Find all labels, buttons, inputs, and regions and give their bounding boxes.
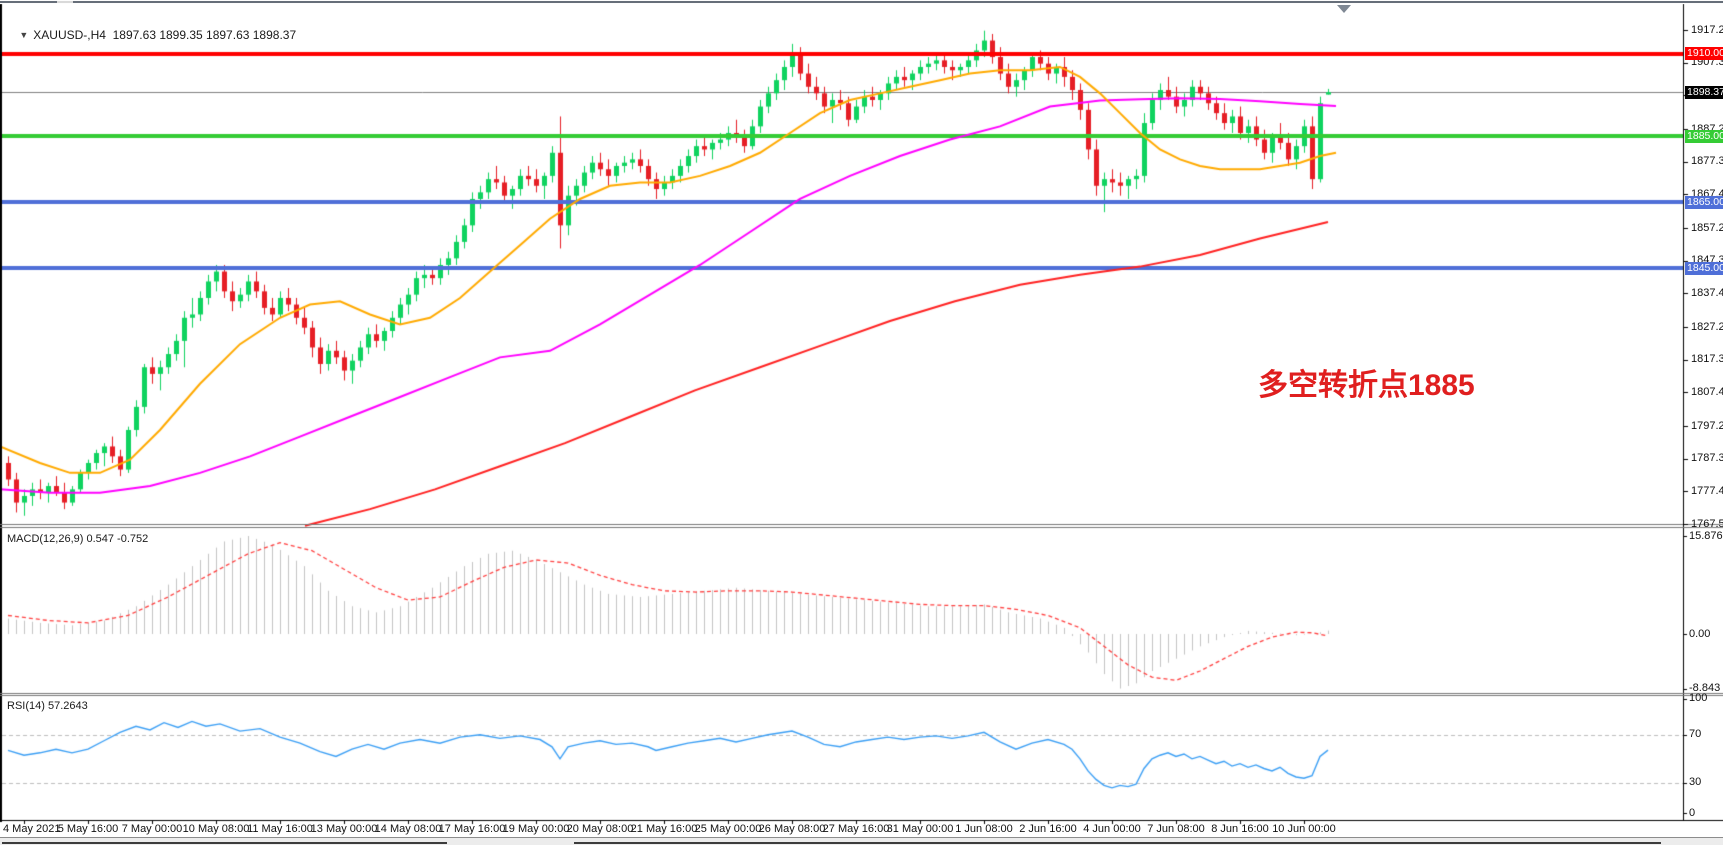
- date-label: 17 May 16:00: [438, 823, 506, 835]
- indicator-tick-label: 70: [1689, 728, 1702, 741]
- price-badge-support2: 1845.00: [1685, 261, 1723, 275]
- indicator-tick-label: 0.00: [1689, 627, 1711, 640]
- date-label: 2 Jun 16:00: [1019, 823, 1077, 835]
- price-tick-label: 1797.20: [1691, 419, 1723, 432]
- price-badge-support1: 1865.00: [1685, 195, 1723, 209]
- price-tick-label: 1807.40: [1691, 385, 1723, 398]
- date-label: 4 Jun 00:00: [1083, 823, 1141, 835]
- date-label: 31 May 00:00: [886, 823, 954, 835]
- price-tick-label: 1877.30: [1691, 155, 1723, 168]
- window-top-edge: [0, 0, 1723, 4]
- price-badge-pivot: 1885.00: [1685, 129, 1723, 143]
- date-label: 11 May 16:00: [247, 823, 313, 835]
- bottom-strip-line: [2, 842, 447, 844]
- price-tick-label: 1857.20: [1691, 221, 1723, 234]
- date-label: 8 Jun 16:00: [1211, 823, 1269, 835]
- indicator-tick-label: 100: [1689, 692, 1708, 704]
- date-label: 7 Jun 08:00: [1147, 823, 1205, 835]
- rsi-indicator-label: RSI(14) 57.2643: [7, 700, 88, 712]
- date-label: 7 May 00:00: [121, 823, 183, 835]
- top-edge-line: [0, 1, 1723, 3]
- bottom-strip-line: [574, 842, 1661, 844]
- date-label: 10 May 08:00: [182, 823, 250, 835]
- indicator-tick-label: 0: [1689, 806, 1696, 819]
- indicator-tick-label: 30: [1689, 776, 1702, 789]
- chevron-down-icon[interactable]: ▼: [19, 30, 29, 40]
- indicator-tick-label: -8.843: [1689, 682, 1721, 695]
- price-tick-label: 1817.30: [1691, 353, 1723, 366]
- date-label: 19 May 00:00: [502, 823, 570, 835]
- price-tick-label: 1787.30: [1691, 452, 1723, 465]
- date-label: 27 May 16:00: [822, 823, 890, 835]
- indicator-tick-label: 15.876: [1689, 529, 1723, 542]
- bottom-status-strip: [0, 837, 1723, 845]
- date-label: 25 May 00:00: [694, 823, 762, 835]
- date-label: 20 May 08:00: [566, 823, 634, 835]
- price-tick-label: 1767.50: [1691, 517, 1723, 530]
- price-tick-label: 1827.20: [1691, 320, 1723, 333]
- annotation-text: 多空转折点1885: [1258, 369, 1475, 402]
- date-label: 4 May 2021: [3, 823, 61, 835]
- date-label: 14 May 08:00: [374, 823, 442, 835]
- price-badge-current: 1898.37: [1685, 85, 1723, 99]
- price-tick-label: 1777.40: [1691, 484, 1723, 497]
- symbol-ohlc-text: XAUUSD-,H4 1897.63 1899.35 1897.63 1898.…: [33, 28, 297, 42]
- date-label: 26 May 08:00: [758, 823, 826, 835]
- macd-indicator-label: MACD(12,26,9) 0.547 -0.752: [7, 533, 149, 545]
- date-label: 1 Jun 08:00: [955, 823, 1013, 835]
- pane-divider-grip[interactable]: [57, 1, 73, 3]
- date-label: 10 Jun 00:00: [1272, 823, 1336, 835]
- price-tick-label: 1917.20: [1691, 23, 1723, 36]
- symbol-header: ▼ XAUUSD-,H4 1897.63 1899.35 1897.63 1898…: [6, 14, 296, 56]
- date-label: 21 May 16:00: [630, 823, 698, 835]
- chart-shift-marker-icon[interactable]: [1337, 5, 1351, 13]
- price-tick-label: 1837.40: [1691, 286, 1723, 299]
- date-label: 5 May 16:00: [57, 823, 119, 835]
- date-label: 13 May 00:00: [310, 823, 378, 835]
- price-badge-resistance: 1910.00: [1685, 47, 1723, 61]
